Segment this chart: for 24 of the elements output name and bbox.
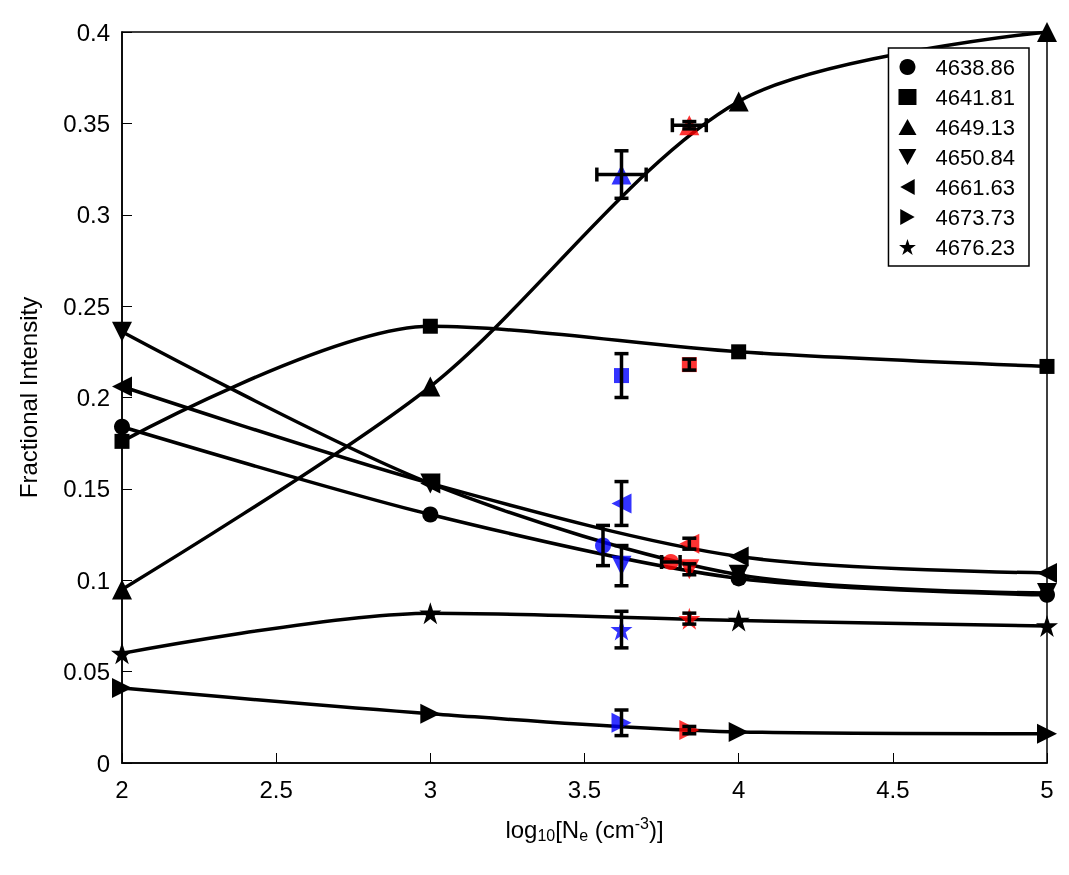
y-tick-label: 0.25	[63, 292, 110, 320]
y-tick-label: 0.2	[76, 384, 110, 411]
legend-label: 4649.13	[935, 114, 1016, 140]
y-tick-label: 0.4	[76, 18, 110, 46]
x-tick-label: 4.5	[876, 775, 910, 803]
y-tick-label: 0	[96, 749, 110, 777]
legend-label: 4661.63	[935, 174, 1016, 200]
x-tick-label: 2.5	[259, 775, 293, 803]
legend-label: 4676.23	[935, 234, 1016, 260]
x-tick-label: 5	[1040, 775, 1054, 803]
x-tick-label: 3.5	[567, 775, 602, 803]
legend-label: 4641.81	[935, 84, 1016, 110]
y-tick-label: 0.1	[76, 566, 110, 594]
y-axis-title: Fractional Intensity	[14, 296, 42, 499]
y-tick-label: 0.35	[63, 109, 110, 137]
y-tick-label: 0.3	[76, 201, 110, 229]
x-tick-label: 4	[731, 775, 746, 803]
y-tick-label: 0.15	[63, 475, 110, 503]
x-tick-label: 2	[115, 775, 129, 803]
legend-label: 4650.84	[935, 144, 1016, 170]
x-tick-label: 3	[423, 775, 438, 803]
legend-label: 4638.86	[935, 54, 1016, 80]
y-tick-label: 0.05	[63, 658, 110, 686]
legend-label: 4673.73	[935, 204, 1016, 230]
